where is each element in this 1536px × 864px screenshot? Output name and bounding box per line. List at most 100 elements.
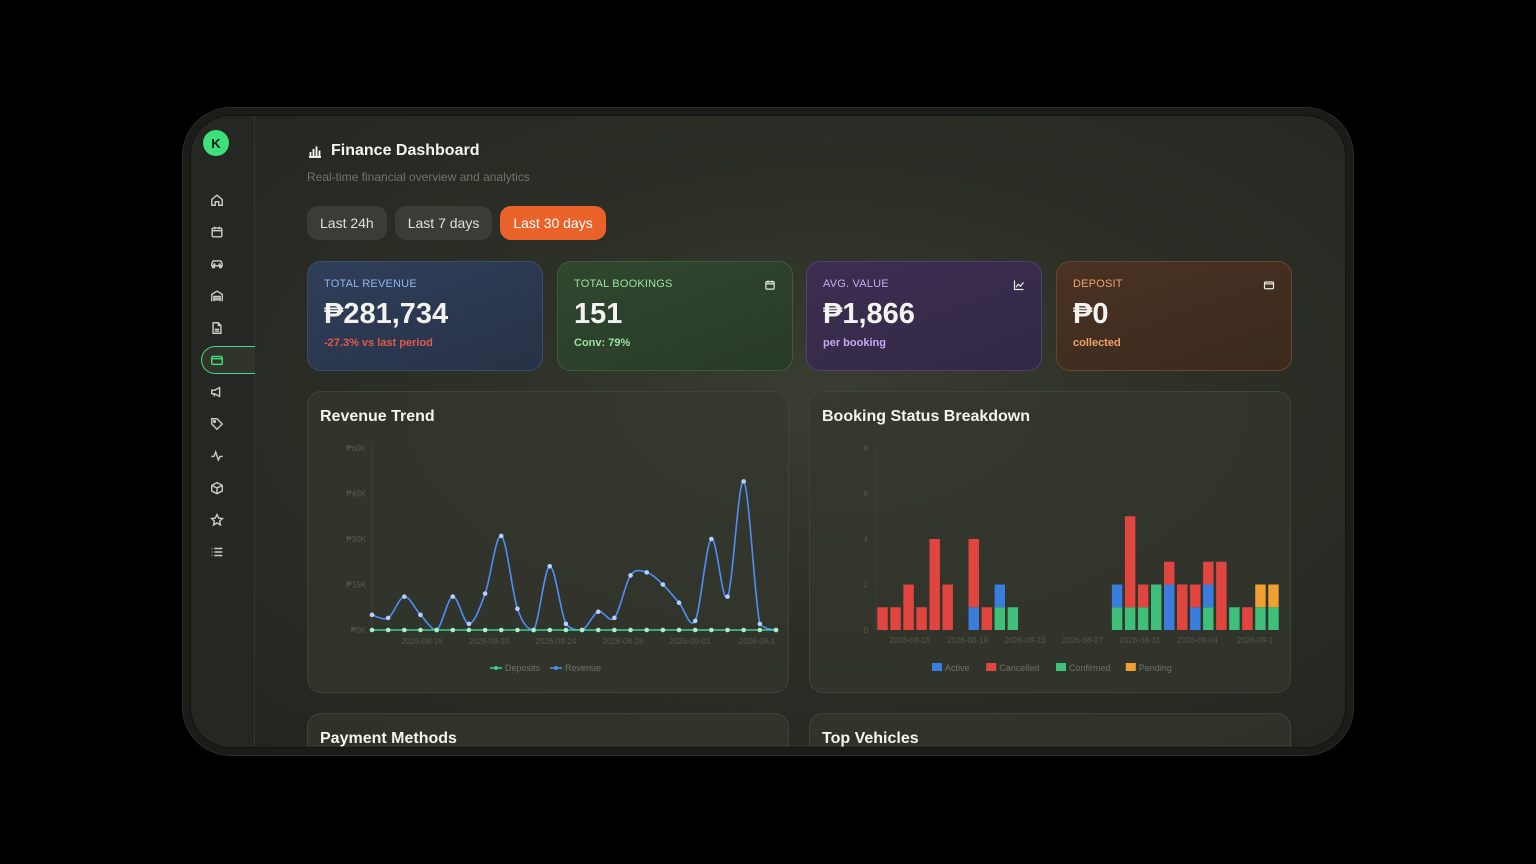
x-tick-label: 2026-08-31 [1120, 636, 1161, 645]
card-label: TOTAL BOOKINGS [574, 278, 673, 290]
trend-icon [1013, 278, 1025, 291]
x-tick-label: 2026-09-1 [739, 637, 776, 646]
pending-bar [1268, 584, 1279, 608]
payment-methods-panel: Payment Methods [307, 713, 789, 747]
panel-title: Revenue Trend [320, 408, 435, 425]
card-value: ₱1,866 [823, 298, 915, 330]
x-tick-label: 2026-09-1 [1237, 636, 1274, 645]
deposits-data-point [402, 627, 407, 633]
x-tick-label: 2026-09-01 [670, 637, 711, 646]
deposits-data-point [450, 627, 456, 633]
x-tick-label: 2026-08-16 [402, 637, 443, 646]
cancelled-bar [1164, 561, 1175, 585]
x-tick-label: 2026-08-24 [536, 637, 577, 646]
sidebar-item-activity[interactable] [205, 444, 229, 468]
confirmed-bar [994, 607, 1006, 630]
revenue-data-point [418, 612, 423, 618]
car-icon [211, 260, 223, 269]
deposits-data-point [515, 627, 520, 633]
confirmed-bar [1229, 607, 1240, 630]
revenue-data-point [709, 536, 714, 542]
sidebar-item-reviews[interactable] [205, 508, 229, 532]
deposits-data-point [612, 627, 617, 633]
x-tick-label: 2026-08-15 [890, 636, 931, 645]
cancelled-bar [877, 607, 888, 630]
revenue-data-point [692, 618, 698, 624]
deposits-data-point [595, 627, 601, 633]
x-tick-label: 2026-09-04 [1177, 636, 1218, 645]
tab-last-24h[interactable]: Last 24h [307, 206, 387, 240]
deposits-data-point [676, 627, 682, 633]
panel-title: Top Vehicles [822, 730, 919, 747]
avatar[interactable]: K [203, 130, 229, 156]
y-tick-label: ₱15K [346, 581, 366, 590]
sidebar-item-garage[interactable] [205, 284, 229, 308]
deposits-data-point [741, 627, 746, 633]
cancelled-bar [1203, 561, 1214, 585]
deposits-data-point [563, 627, 569, 633]
confirmed-legend-label: Confirmed [1069, 663, 1111, 673]
confirmed-bar [1007, 607, 1019, 630]
pending-legend-label: Pending [1139, 663, 1172, 673]
revenue-legend-label: Revenue [565, 663, 601, 673]
cancelled-bar [1242, 607, 1253, 630]
deposits-data-point [531, 627, 536, 633]
cancelled-bar [1137, 584, 1149, 608]
sidebar-item-tags[interactable] [205, 412, 229, 436]
avg-value-card: AVG. VALUE ₱1,866 per booking [806, 261, 1042, 371]
sidebar-item-documents[interactable] [205, 316, 229, 340]
revenue-data-point [628, 573, 633, 578]
sidebar-item-finance[interactable] [201, 346, 255, 374]
card-sub: Conv: 79% [574, 337, 631, 349]
cancelled-legend-swatch [986, 663, 997, 671]
deposits-data-point [660, 627, 666, 633]
deposits-data-point [434, 627, 439, 633]
deposits-data-point [385, 627, 391, 633]
deposits-data-point [757, 627, 763, 633]
tab-last-7-days[interactable]: Last 7 days [394, 206, 493, 240]
revenue-data-point [515, 606, 520, 612]
device-frame: K [183, 108, 1353, 755]
sidebar-item-vehicles[interactable] [205, 252, 229, 276]
card-value: ₱0 [1073, 298, 1109, 330]
main-content: Finance Dashboard Real-time financial ov… [255, 116, 1345, 747]
revenue-data-point [595, 609, 601, 615]
revenue-data-point [725, 594, 730, 599]
tab-last-30-days[interactable]: Last 30 days [500, 206, 606, 240]
y-tick-label: ₱45K [346, 490, 366, 499]
deposits-data-point [547, 627, 553, 633]
revenue-data-point [547, 564, 553, 569]
sidebar-item-inventory[interactable] [205, 476, 229, 500]
deposits-data-point [709, 627, 714, 633]
deposit-card: DEPOSIT ₱0 collected [1056, 261, 1292, 371]
confirmed-bar [1111, 607, 1123, 630]
revenue-data-point [676, 600, 682, 605]
panel-title: Booking Status Breakdown [822, 408, 1031, 425]
active-bar [1164, 584, 1175, 630]
x-tick-label: 2026-08-19 [947, 636, 988, 645]
sidebar-item-list[interactable] [205, 540, 229, 564]
confirmed-bar [1268, 607, 1279, 630]
active-bar [968, 607, 979, 630]
revenue-series-line [371, 480, 777, 631]
sidebar-item-home[interactable] [205, 188, 229, 212]
sidebar: K [191, 116, 255, 747]
active-bar [1190, 607, 1201, 630]
revenue-data-point [450, 594, 456, 599]
cancelled-bar [903, 584, 914, 630]
top-vehicles-panel: Top Vehicles [809, 713, 1291, 747]
deposits-legend-marker [494, 666, 498, 670]
sidebar-item-campaigns[interactable] [205, 380, 229, 404]
revenue-data-point [644, 570, 650, 575]
cancelled-bar [929, 539, 940, 630]
cancelled-bar [916, 607, 927, 630]
y-tick-label: ₱60K [346, 444, 366, 453]
deposits-data-point [498, 627, 504, 633]
active-bar [1203, 584, 1214, 608]
sidebar-item-calendar[interactable] [205, 220, 229, 244]
document-icon [212, 322, 222, 334]
cancelled-bar [981, 607, 992, 630]
total-bookings-card: TOTAL BOOKINGS 151 Conv: 79% [557, 261, 793, 371]
revenue-data-point [563, 621, 569, 627]
active-legend-label: Active [945, 663, 970, 673]
